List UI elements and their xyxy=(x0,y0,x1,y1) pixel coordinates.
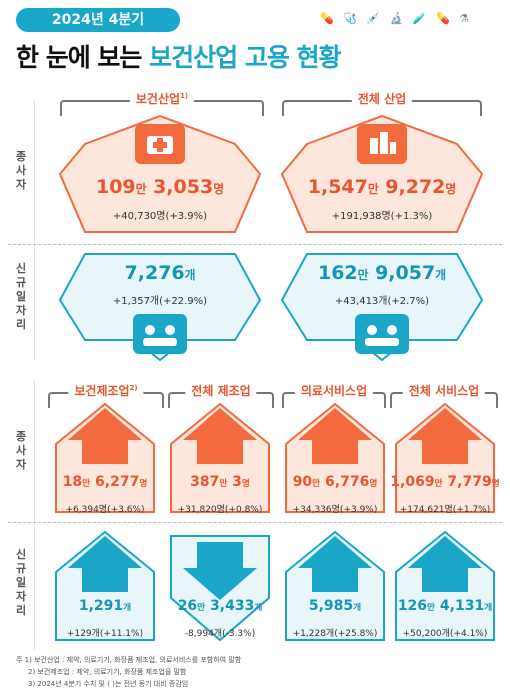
all-employees-change: +191,938명(+1.3%) xyxy=(331,211,433,222)
all-newjobs-value: 162만 9,057개 xyxy=(317,262,447,284)
all-manufacturing-newjobs-panel xyxy=(170,535,270,642)
medical-service-newjobs-panel xyxy=(285,530,385,641)
section-divider xyxy=(8,244,502,245)
quarter-badge: 2024년 4분기 xyxy=(16,8,180,32)
health-manufacturing-newjobs-change: +129개(+11.1%) xyxy=(66,629,144,639)
all-manufacturing-newjobs-value: 26만 3,433개 xyxy=(177,598,263,614)
medical-service-newjobs-change: +1,228개(+25.8%) xyxy=(292,629,378,639)
health-manufacturing-employees-value: 18만 6,277명 xyxy=(62,474,148,490)
bracket-all-industry: 전체 산업 xyxy=(282,90,482,116)
page-title: 한 눈에 보는 보건산업 고용 현황 xyxy=(16,43,342,72)
footnote-3: 3) 2024년 4분기 수치 및 ( )는 전년 동기 대비 증감임 xyxy=(28,680,189,688)
all-service-employees-value: 1,069만 7,779명 xyxy=(390,474,500,490)
medical-service-employees-change: +34,336명(+3.9%) xyxy=(292,505,378,515)
health-employees-panel xyxy=(58,114,262,233)
all-employees-value: 1,547만 9,272명 xyxy=(307,176,457,198)
all-industry-label: 전체 산업 xyxy=(351,90,413,107)
row-label-divider-bottom xyxy=(34,380,35,650)
footnote-1: 주 1) 보건산업 : 제약, 의료기기, 화장품 제조업, 의료서비스를 포함… xyxy=(16,656,242,664)
health-employees-value: 109만 3,053명 xyxy=(95,176,225,198)
bracket-medical-service: 의료서비스업 xyxy=(282,382,386,408)
medical-service-employees-value: 90만 6,776명 xyxy=(292,474,378,490)
bracket-health-manufacturing: 보건제조업2) xyxy=(48,382,164,408)
health-manufacturing-newjobs-value: 1,291개 xyxy=(78,598,132,614)
section-divider-bottom xyxy=(8,522,502,523)
medical-service-newjobs-value: 5,985개 xyxy=(308,598,362,614)
health-manufacturing-label: 보건제조업2) xyxy=(68,382,144,399)
health-newjobs-value: 7,276개 xyxy=(124,262,196,284)
all-service-newjobs-value: 126만 4,131개 xyxy=(397,598,493,614)
all-service-newjobs-change: +50,200개(+4.1%) xyxy=(402,629,488,639)
all-manufacturing-employees-value: 387만 3명 xyxy=(190,474,250,490)
health-employees-change: +40,730명(+3.9%) xyxy=(112,211,208,222)
all-manufacturing-newjobs-change: -8,994개(-3.3%) xyxy=(184,629,256,639)
all-newjobs-change: +43,413개(+2.7%) xyxy=(334,296,430,307)
all-service-label: 전체 서비스업 xyxy=(402,382,486,399)
decorative-icons: 💊 🩺 💉 🔬 🧪 💊 ⚗ xyxy=(320,12,473,25)
bracket-all-manufacturing: 전체 제조업 xyxy=(168,382,274,408)
row-label-divider xyxy=(34,100,35,360)
all-employees-panel xyxy=(280,114,484,233)
bracket-health-industry: 보건산업1) xyxy=(60,90,264,116)
all-newjobs-panel xyxy=(280,253,484,362)
health-manufacturing-employees-change: +6,394명(+3.6%) xyxy=(65,505,145,515)
all-service-newjobs-panel xyxy=(395,530,495,641)
all-service-employees-panel xyxy=(395,402,495,513)
health-manufacturing-employees-panel xyxy=(55,402,155,513)
health-manufacturing-newjobs-panel xyxy=(55,530,155,641)
bracket-all-service: 전체 서비스업 xyxy=(390,382,498,408)
medical-service-employees-panel xyxy=(285,402,385,513)
all-service-employees-change: +174,621명(+1.7%) xyxy=(399,505,491,515)
health-newjobs-change: +1,357개(+22.9%) xyxy=(112,296,208,307)
health-newjobs-panel xyxy=(58,253,262,362)
all-manufacturing-employees-panel xyxy=(170,402,270,513)
all-manufacturing-label: 전체 제조업 xyxy=(185,382,257,399)
footnote-2: 2) 보건제조업 : 제약, 의료기기, 화장품 제조업을 말함 xyxy=(28,668,187,676)
medical-service-label: 의료서비스업 xyxy=(294,382,374,399)
health-industry-label: 보건산업1) xyxy=(129,90,195,107)
all-manufacturing-employees-change: +31,820명(+0.8%) xyxy=(177,505,263,515)
